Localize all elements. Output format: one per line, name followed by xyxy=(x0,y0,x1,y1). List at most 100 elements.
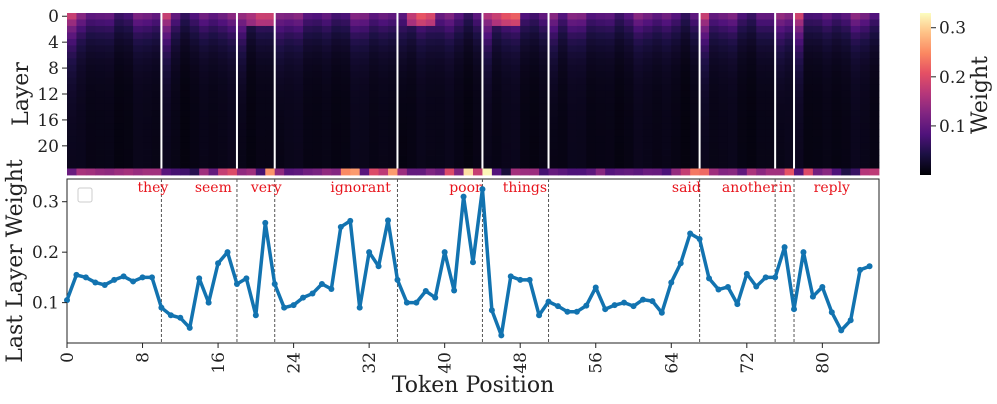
heatmap-cell xyxy=(586,136,597,143)
heatmap-cell xyxy=(133,168,143,176)
line-point xyxy=(677,260,684,267)
heatmap-cell xyxy=(661,136,672,143)
heatmap-cell xyxy=(737,129,748,137)
heatmap-cell xyxy=(359,58,370,66)
heatmap-cell xyxy=(340,84,351,92)
heatmap-cell xyxy=(784,103,795,111)
line-point xyxy=(554,303,561,310)
heatmap-cell xyxy=(67,110,77,118)
heatmap-cell xyxy=(123,13,134,20)
heatmap-cell xyxy=(218,64,228,72)
heatmap-cell xyxy=(151,51,162,59)
heatmap-cell xyxy=(236,77,247,85)
line-point xyxy=(696,236,703,243)
heatmap-cell xyxy=(539,110,549,118)
heatmap-cell xyxy=(378,84,389,92)
heatmap-cell xyxy=(406,19,417,27)
heatmap-cell xyxy=(236,97,247,105)
heatmap-cell xyxy=(699,155,710,163)
heatmap-cell xyxy=(614,162,625,169)
heatmap-cell xyxy=(133,90,143,98)
heatmap-cell xyxy=(274,71,285,79)
heatmap-cell xyxy=(227,129,238,137)
heatmap-cell xyxy=(76,90,87,98)
heatmap-cell xyxy=(737,110,748,118)
line-x-tick-label: 64 xyxy=(662,352,682,374)
heatmap-cell xyxy=(208,90,219,98)
heatmap-cell xyxy=(199,32,210,40)
heatmap-cell xyxy=(548,162,559,169)
heatmap-cell xyxy=(340,162,351,169)
heatmap-cell xyxy=(699,51,710,59)
heatmap-cell xyxy=(76,58,87,66)
line-x-tick-label: 24 xyxy=(285,352,305,374)
heatmap-cell xyxy=(709,123,719,131)
heatmap-cell xyxy=(539,116,549,124)
heatmap-cell xyxy=(369,13,379,20)
heatmap-cell xyxy=(67,149,77,156)
heatmap-cell xyxy=(359,110,370,118)
heatmap-cell xyxy=(359,162,370,169)
heatmap-cell xyxy=(548,136,559,143)
heatmap-cell xyxy=(624,32,634,40)
heatmap-cell xyxy=(652,84,663,92)
heatmap-cell xyxy=(76,149,87,156)
word-annotation: reply xyxy=(814,180,850,196)
heatmap-cell xyxy=(312,123,323,131)
heatmap-cell xyxy=(463,129,474,137)
heatmap-cell xyxy=(208,136,219,143)
heatmap-cell xyxy=(246,71,257,79)
heatmap-cell xyxy=(151,13,162,20)
heatmap-cell xyxy=(501,38,512,46)
heatmap-cell xyxy=(661,71,672,79)
heatmap-cell xyxy=(680,45,691,53)
heatmap-cell xyxy=(822,19,833,27)
heatmap-cell xyxy=(359,155,370,163)
heatmap-cell xyxy=(142,84,153,92)
heatmap-cell xyxy=(388,51,398,59)
heatmap-cell xyxy=(265,149,276,156)
heatmap-cell xyxy=(520,64,531,72)
heatmap-cell xyxy=(539,51,549,59)
heatmap-cell xyxy=(255,13,266,20)
heatmap-cell xyxy=(709,58,719,66)
heatmap-cell xyxy=(869,136,880,143)
line-x-tick-label: 32 xyxy=(360,352,380,374)
heatmap-cell xyxy=(784,13,795,20)
line-point xyxy=(488,307,495,314)
heatmap-cell xyxy=(595,13,606,20)
heatmap-cell xyxy=(520,58,531,66)
heatmap-cell xyxy=(350,38,361,46)
line-point xyxy=(243,275,250,282)
heatmap-cell xyxy=(652,136,663,143)
heatmap-cell xyxy=(265,64,276,72)
heatmap-cell xyxy=(340,32,351,40)
heatmap-cell xyxy=(756,168,767,176)
heatmap-cell xyxy=(737,136,748,143)
colorbar: 0.10.20.3 Weight xyxy=(920,13,993,175)
heatmap-cell xyxy=(444,103,455,111)
heatmap-cell xyxy=(680,168,691,176)
heatmap-cell xyxy=(699,84,710,92)
heatmap-cell xyxy=(680,123,691,131)
heatmap-cell xyxy=(388,168,398,176)
heatmap-cell xyxy=(369,129,379,137)
heatmap-cell xyxy=(208,168,219,176)
heatmap-cell xyxy=(359,84,370,92)
heatmap-cell xyxy=(586,19,597,27)
heatmap-cell xyxy=(680,116,691,124)
heatmap-cell xyxy=(151,110,162,118)
line-point xyxy=(290,302,297,309)
line-point xyxy=(734,301,741,308)
heatmap-cell xyxy=(161,103,172,111)
heatmap-cell xyxy=(142,38,153,46)
heatmap-cell xyxy=(841,149,852,156)
heatmap-cell xyxy=(444,71,455,79)
heatmap-cell xyxy=(831,142,842,150)
heatmap-cell xyxy=(397,155,408,163)
heatmap-cell xyxy=(539,84,549,92)
heatmap-cell xyxy=(142,142,153,150)
heatmap-cell xyxy=(586,129,597,137)
heatmap-cell xyxy=(567,19,578,27)
heatmap-cell xyxy=(510,19,521,27)
